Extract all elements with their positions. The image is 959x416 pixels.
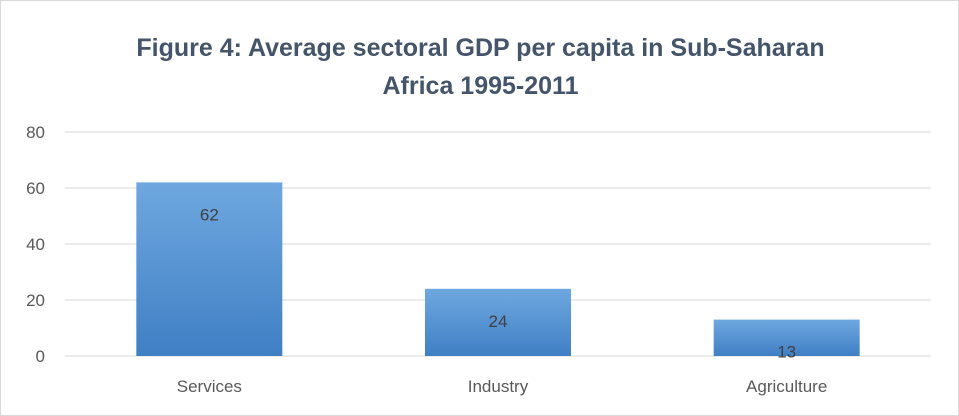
data-label-industry: 24 — [489, 312, 508, 331]
bar-agriculture — [713, 319, 860, 356]
data-label-services: 62 — [200, 205, 219, 224]
x-tick-label-agriculture: Agriculture — [746, 377, 827, 396]
chart-title-line-2: Africa 1995-2011 — [382, 72, 579, 100]
y-tick-label-40: 40 — [26, 235, 45, 254]
y-tick-label-80: 80 — [26, 123, 45, 142]
x-axis-tick-labels: Services Industry Agriculture — [177, 377, 828, 396]
chart-title-line-1: Figure 4: Average sectoral GDP per capit… — [136, 34, 825, 62]
bars: 62 24 13 — [136, 182, 860, 362]
data-label-agriculture: 13 — [777, 343, 796, 362]
y-tick-label-20: 20 — [26, 291, 45, 310]
x-tick-label-industry: Industry — [468, 377, 529, 396]
y-tick-label-60: 60 — [26, 179, 45, 198]
bar-industry — [425, 288, 571, 356]
y-tick-label-0: 0 — [36, 347, 45, 366]
x-tick-label-services: Services — [177, 377, 242, 396]
chart-title: Figure 4: Average sectoral GDP per capit… — [1, 29, 959, 105]
y-axis-tick-labels: 0 20 40 60 80 — [26, 123, 45, 366]
bar-services — [136, 182, 283, 356]
